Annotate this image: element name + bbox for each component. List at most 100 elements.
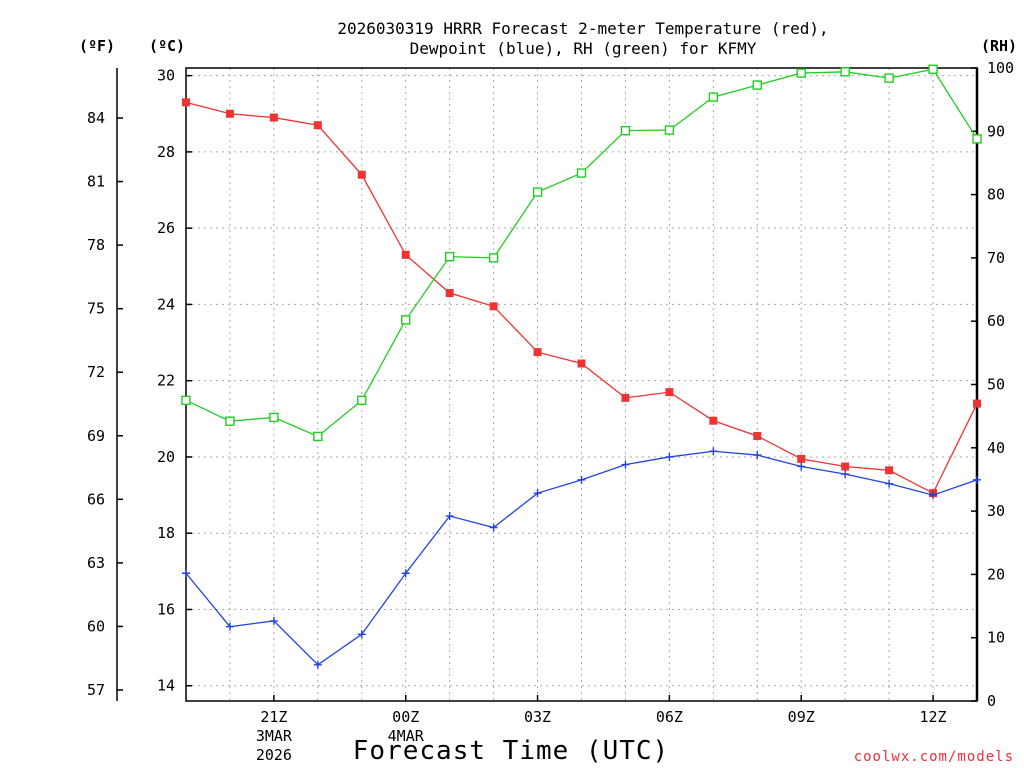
axis-layer: 57 60 63 66 69 72 75 78 81 84 14 16 18 20 22 24 26 28 30 0 1…	[87, 59, 1014, 764]
dewpoint-point	[929, 491, 938, 500]
rh-tick-label: 50	[987, 376, 1005, 394]
plot-frame	[185, 67, 978, 702]
rh-point	[796, 68, 806, 78]
temperature-point	[401, 250, 410, 259]
dewpoint-point	[357, 630, 366, 639]
celsius-tick-label: 22	[157, 372, 175, 390]
temperature-point	[577, 359, 586, 368]
x-tick-label: 09Z	[788, 708, 815, 726]
x-tick-year-label: 2026	[256, 746, 292, 764]
fahrenheit-tick-label: 60	[87, 617, 105, 635]
fahrenheit-tick-label: 84	[87, 109, 105, 127]
series-layer	[181, 64, 982, 669]
rh-tick-label: 60	[987, 312, 1005, 330]
fahrenheit-tick-label: 75	[87, 300, 105, 318]
rh-tick-label: 10	[987, 629, 1005, 647]
dewpoint-point	[489, 523, 498, 532]
fahrenheit-tick-label: 69	[87, 427, 105, 445]
rh-point	[401, 315, 411, 325]
x-tick-label: 00Z	[392, 708, 419, 726]
rh-point	[181, 395, 191, 406]
rh-point	[884, 73, 894, 83]
temperature-point	[489, 302, 498, 311]
rh-point	[576, 168, 587, 178]
temperature-point	[797, 454, 806, 463]
celsius-tick-label: 16	[157, 600, 175, 618]
unit-label-celsius: (ºC)	[149, 37, 185, 55]
celsius-tick-label: 18	[157, 524, 175, 542]
rh-tick-label: 40	[987, 439, 1005, 457]
temperature-point	[841, 462, 850, 471]
celsius-tick-label: 20	[157, 448, 175, 466]
rh-tick-label: 70	[987, 249, 1005, 267]
dewpoint-point	[401, 569, 410, 578]
chart-title-line1: 2026030319 HRRR Forecast 2-meter Tempera…	[337, 19, 828, 38]
dewpoint-point	[709, 447, 718, 456]
rh-tick-label: 0	[987, 692, 996, 710]
dewpoint-point	[269, 616, 278, 625]
grid-layer	[186, 68, 977, 701]
rh-point	[532, 187, 543, 197]
fahrenheit-tick-label: 72	[87, 363, 105, 381]
rh-tick-label: 100	[987, 59, 1014, 77]
temperature-point	[973, 399, 981, 408]
x-tick-label: 03Z	[524, 708, 551, 726]
dewpoint-point	[841, 470, 850, 479]
x-tick-label: 06Z	[656, 708, 683, 726]
rh-tick-label: 30	[987, 502, 1005, 520]
dewpoint-point	[225, 622, 234, 631]
dewpoint-point	[973, 475, 981, 484]
temperature-point	[885, 466, 894, 475]
temperature-point	[313, 121, 322, 130]
chart-title-line2: Dewpoint (blue), RH (green) for KFMY	[410, 39, 757, 58]
x-tick-label: 21Z	[260, 708, 287, 726]
celsius-tick-label: 14	[157, 677, 175, 695]
rh-point	[664, 125, 675, 135]
x-tick-date-label: 3MAR	[256, 727, 293, 745]
rh-point	[708, 92, 719, 102]
unit-label-fahrenheit: (ºF)	[79, 37, 115, 55]
rh-point	[972, 134, 982, 144]
temperature-point	[357, 170, 366, 179]
fahrenheit-tick-label: 78	[87, 236, 105, 254]
unit-label-rh: (RH)	[981, 37, 1017, 55]
temperature-point	[533, 348, 542, 357]
rh-point	[444, 251, 455, 262]
rh-point	[357, 395, 367, 406]
dewpoint-point	[313, 660, 322, 669]
x-axis-title: Forecast Time (UTC)	[353, 736, 669, 766]
dewpoint-point	[445, 512, 454, 521]
dewpoint-point	[753, 451, 762, 460]
rh-point	[269, 412, 279, 423]
temperature-point	[709, 416, 718, 425]
dewpoint-point	[665, 452, 674, 461]
celsius-tick-label: 26	[157, 219, 175, 237]
dewpoint-point	[533, 489, 542, 498]
rh-tick-label: 80	[987, 186, 1005, 204]
rh-point	[313, 431, 323, 442]
temperature-point	[753, 431, 762, 440]
rh-point	[488, 253, 499, 263]
fahrenheit-tick-label: 81	[87, 173, 105, 191]
temperature-point	[269, 113, 278, 122]
rh-point	[840, 67, 850, 77]
celsius-tick-label: 28	[157, 143, 175, 161]
temperature-point	[445, 288, 454, 297]
rh-point	[928, 64, 938, 74]
temperature-point	[665, 388, 674, 397]
fahrenheit-tick-label: 57	[87, 681, 105, 699]
celsius-tick-label: 24	[157, 295, 175, 313]
temperature-point	[225, 109, 234, 118]
celsius-tick-label: 30	[157, 67, 175, 85]
dewpoint-point	[621, 460, 630, 469]
dewpoint-point	[885, 479, 894, 488]
rh-tick-label: 20	[987, 565, 1005, 583]
rh-point	[225, 416, 235, 426]
fahrenheit-tick-label: 63	[87, 554, 105, 572]
dewpoint-point	[182, 569, 190, 578]
rh-point	[752, 80, 762, 90]
rh-tick-label: 90	[987, 122, 1005, 140]
dewpoint-point	[577, 475, 586, 484]
x-tick-label: 12Z	[920, 708, 947, 726]
